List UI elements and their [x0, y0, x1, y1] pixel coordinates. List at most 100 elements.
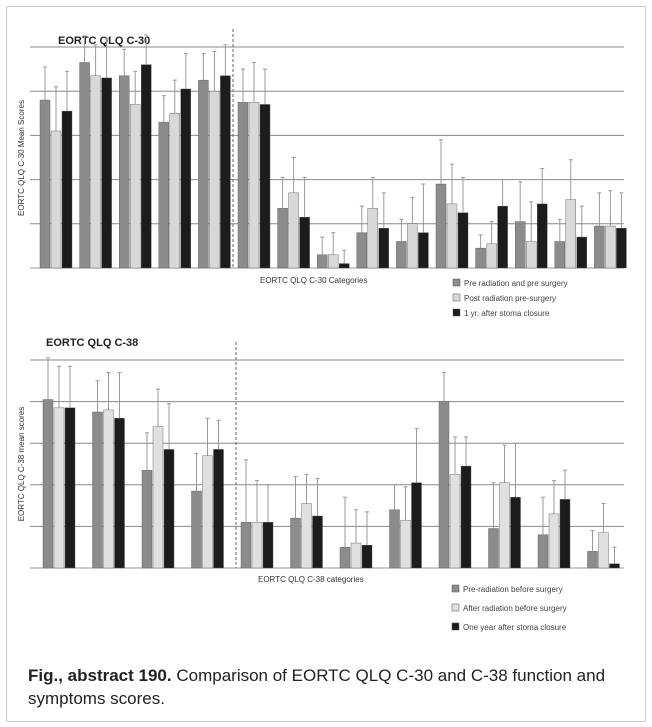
- bar-3-14: [576, 236, 587, 269]
- x-axis-label: EORTC QLQ C-38 categories: [258, 575, 364, 584]
- x-axis-label: EORTC QLQ C-30 Categories: [260, 276, 367, 285]
- bar-3-5: [262, 522, 274, 569]
- bar-1-1: [39, 99, 51, 269]
- bar-3-11: [559, 499, 571, 569]
- legend-swatch-3: [451, 622, 460, 631]
- bar-2-8: [328, 254, 339, 269]
- bar-2-1: [53, 407, 65, 569]
- bar-3-5: [220, 75, 231, 269]
- bar-2-10: [499, 482, 510, 569]
- caption-text: Comparison of EORTC QLQ C-30 and C-38 fu…: [28, 666, 606, 708]
- bar-2-12: [598, 532, 609, 569]
- bar-1-7: [339, 547, 351, 569]
- bar-1-9: [356, 232, 367, 269]
- bar-2-7: [350, 542, 362, 569]
- bar-1-12: [587, 551, 598, 569]
- legend-label-2: Post radiation pre-surgery: [464, 294, 556, 303]
- bar-2-8: [400, 519, 411, 569]
- bar-1-6: [290, 517, 301, 569]
- bar-3-15: [616, 228, 627, 269]
- legend-label-2: After radiation before surgery: [463, 604, 567, 613]
- bar-3-4: [213, 449, 224, 569]
- bar-2-4: [169, 113, 181, 269]
- bar-2-9: [449, 474, 461, 569]
- figure-caption: Fig., abstract 190. Comparison of EORTC …: [28, 664, 628, 710]
- bar-1-11: [537, 534, 549, 569]
- bar-2-6: [248, 102, 260, 269]
- bar-3-13: [537, 203, 548, 269]
- bar-3-3: [163, 449, 175, 569]
- bar-1-4: [191, 490, 202, 569]
- chart-2: EORTC QLQ C-38 EORTC QLQ C-38 mean scores…: [17, 337, 624, 632]
- bar-1-11: [435, 183, 447, 269]
- bar-1-14: [554, 241, 565, 269]
- bar-1-13: [515, 221, 526, 269]
- bar-2-2: [103, 409, 114, 569]
- chart-title: EORTC QLQ C-30: [58, 35, 150, 47]
- bar-3-4: [180, 88, 192, 269]
- bar-3-6: [312, 515, 323, 569]
- legend-label-3: One year after stoma closure: [463, 623, 567, 632]
- bar-1-2: [92, 411, 103, 569]
- bar-3-6: [259, 104, 271, 269]
- bar-3-11: [457, 212, 469, 269]
- bar-3-9: [460, 465, 472, 569]
- legend-label-3: 1 yr. after stoma closure: [464, 309, 550, 318]
- bar-1-15: [594, 225, 605, 269]
- caption-label: Fig., abstract 190.: [28, 666, 172, 685]
- bar-1-6: [237, 102, 249, 269]
- y-axis-label: EORTC QLQ C-30 Mean Scores: [17, 100, 26, 216]
- legend-label-1: Pre-radiation before surgery: [463, 585, 563, 594]
- bar-2-9: [367, 208, 378, 269]
- bar-3-1: [64, 407, 76, 569]
- bar-3-8: [411, 482, 422, 569]
- bar-2-1: [50, 130, 62, 269]
- bar-1-7: [277, 208, 288, 269]
- bar-3-10: [418, 232, 429, 269]
- charts-canvas: EORTC QLQ C-30 EORTC QLQ C-30 Mean Scores…: [17, 29, 627, 632]
- bar-2-14: [565, 199, 576, 269]
- bar-2-3: [129, 104, 141, 269]
- y-axis-label: EORTC QLQ C-38 mean scores: [17, 407, 26, 522]
- legend-label-1: Pre radiation and pre surgery: [464, 279, 568, 288]
- bar-1-8: [317, 254, 328, 269]
- bar-3-12: [497, 205, 508, 269]
- bar-3-7: [361, 544, 373, 569]
- chart-1: EORTC QLQ C-30 EORTC QLQ C-30 Mean Scores…: [17, 29, 627, 318]
- bar-1-10: [396, 241, 407, 269]
- bar-2-6: [301, 503, 312, 569]
- legend-swatch-1: [451, 584, 460, 593]
- bar-3-12: [609, 563, 620, 569]
- bar-3-3: [140, 64, 152, 269]
- bar-1-5: [240, 522, 252, 569]
- bar-1-9: [438, 401, 450, 569]
- legend-swatch-2: [452, 293, 461, 302]
- bar-1-3: [141, 470, 153, 569]
- bar-2-2: [90, 75, 101, 269]
- bar-3-1: [61, 110, 73, 269]
- bar-2-11: [446, 203, 458, 269]
- bar-1-10: [488, 528, 499, 569]
- bar-3-2: [101, 77, 112, 269]
- bar-3-7: [299, 216, 310, 269]
- bar-3-2: [114, 418, 125, 569]
- bar-1-1: [42, 399, 54, 569]
- bar-1-3: [118, 75, 130, 269]
- bar-3-10: [510, 497, 521, 569]
- bar-2-7: [288, 192, 299, 269]
- bar-2-15: [605, 225, 616, 269]
- legend-swatch-2: [451, 603, 460, 612]
- bar-3-8: [339, 263, 350, 269]
- bar-2-3: [152, 426, 164, 569]
- bar-1-2: [79, 62, 90, 269]
- bar-1-5: [198, 79, 209, 269]
- bar-2-5: [251, 522, 263, 569]
- figure-frame: [6, 6, 646, 722]
- bar-2-11: [548, 513, 560, 569]
- bar-1-8: [389, 509, 400, 569]
- bar-2-5: [209, 90, 220, 269]
- legend-swatch-3: [452, 308, 461, 317]
- bar-2-4: [202, 455, 213, 569]
- bar-1-12: [475, 247, 486, 269]
